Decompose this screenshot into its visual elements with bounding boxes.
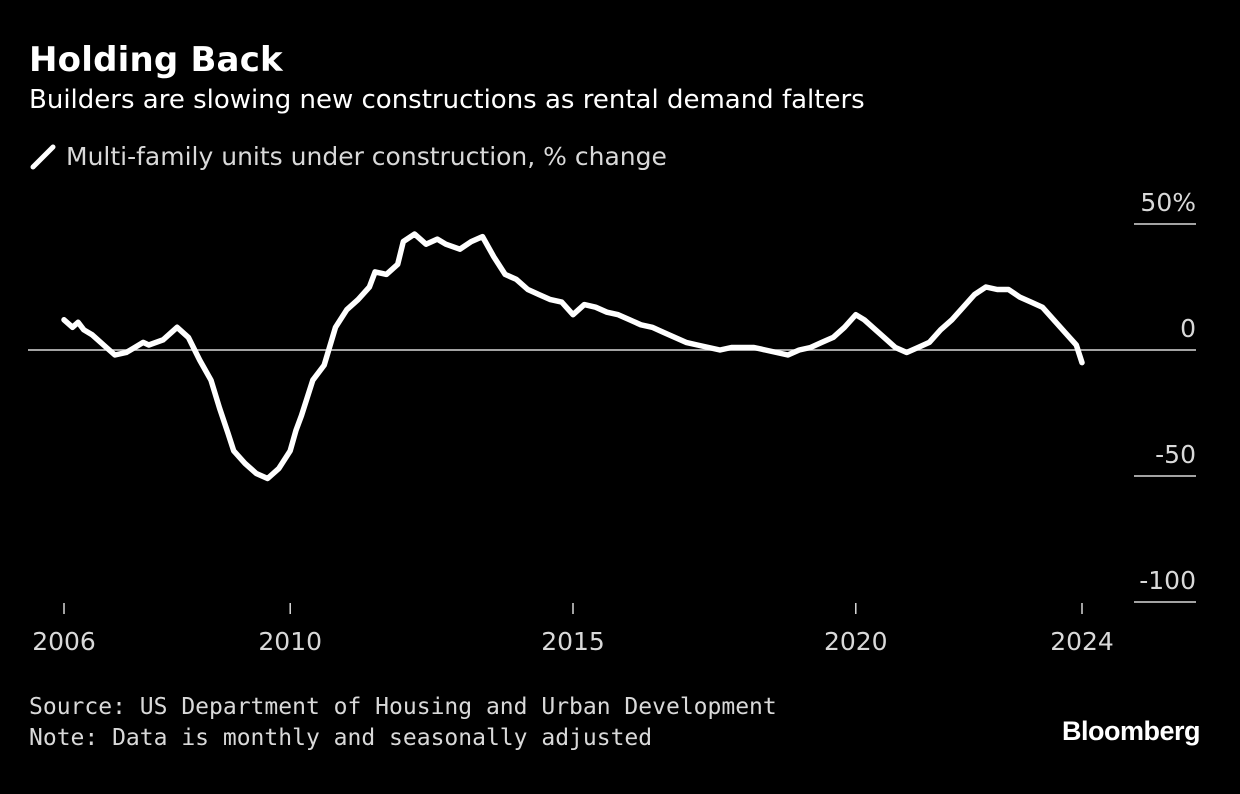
legend-label: Multi-family units under construction, %… bbox=[66, 142, 667, 171]
x-tick-label: 2006 bbox=[32, 627, 96, 656]
bloomberg-logo: Bloomberg bbox=[1061, 716, 1201, 746]
y-tick-label: -50 bbox=[1155, 440, 1196, 469]
x-tick-label: 2010 bbox=[258, 627, 322, 656]
legend-line-icon bbox=[30, 144, 56, 169]
x-tick-label: 2015 bbox=[541, 627, 605, 656]
legend: Multi-family units under construction, %… bbox=[29, 142, 667, 171]
y-tick-label: -100 bbox=[1139, 566, 1196, 595]
data-note: Note: Data is monthly and seasonally adj… bbox=[29, 725, 653, 751]
chart-subtitle: Builders are slowing new constructions a… bbox=[29, 85, 865, 115]
footnotes: Source: US Department of Housing and Urb… bbox=[29, 692, 777, 754]
series-line bbox=[61, 231, 1085, 482]
x-tick-label: 2024 bbox=[1050, 627, 1114, 656]
y-tick-label: 0 bbox=[1180, 314, 1196, 343]
source-note: Source: US Department of Housing and Urb… bbox=[29, 694, 777, 720]
chart-title: Holding Back bbox=[29, 40, 283, 80]
y-tick-label: 50% bbox=[1140, 188, 1196, 217]
x-tick-label: 2020 bbox=[824, 627, 888, 656]
